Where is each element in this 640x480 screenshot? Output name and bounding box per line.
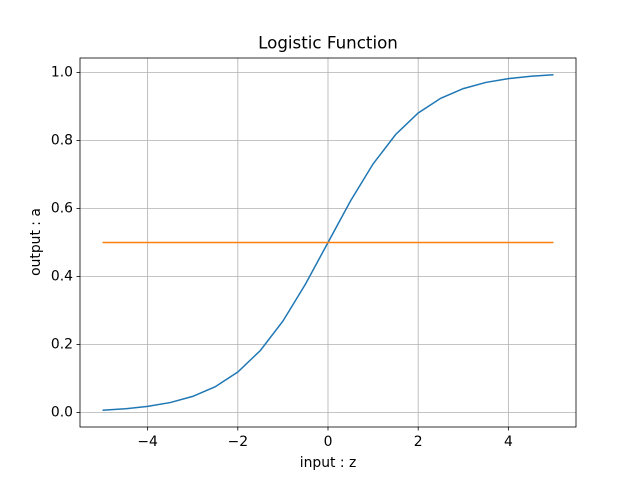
x-tick-label: −4 <box>137 434 158 450</box>
x-tick-label: 2 <box>414 434 423 450</box>
x-tick-label: 0 <box>324 434 333 450</box>
y-tick-label: 1.0 <box>51 64 73 80</box>
x-tick-label: −2 <box>228 434 248 450</box>
x-tick-label: 4 <box>504 434 513 450</box>
chart-title: Logistic Function <box>258 33 398 53</box>
y-tick-label: 0.6 <box>51 200 73 216</box>
y-tick-label: 0.2 <box>51 337 73 353</box>
x-axis-label: input : z <box>300 455 357 471</box>
y-axis-label: output : a <box>28 208 44 276</box>
y-tick-label: 0.8 <box>51 132 73 148</box>
y-tick-label: 0.4 <box>51 269 73 285</box>
axes-frame <box>79 57 577 428</box>
y-tick-label: 0.0 <box>51 405 73 421</box>
